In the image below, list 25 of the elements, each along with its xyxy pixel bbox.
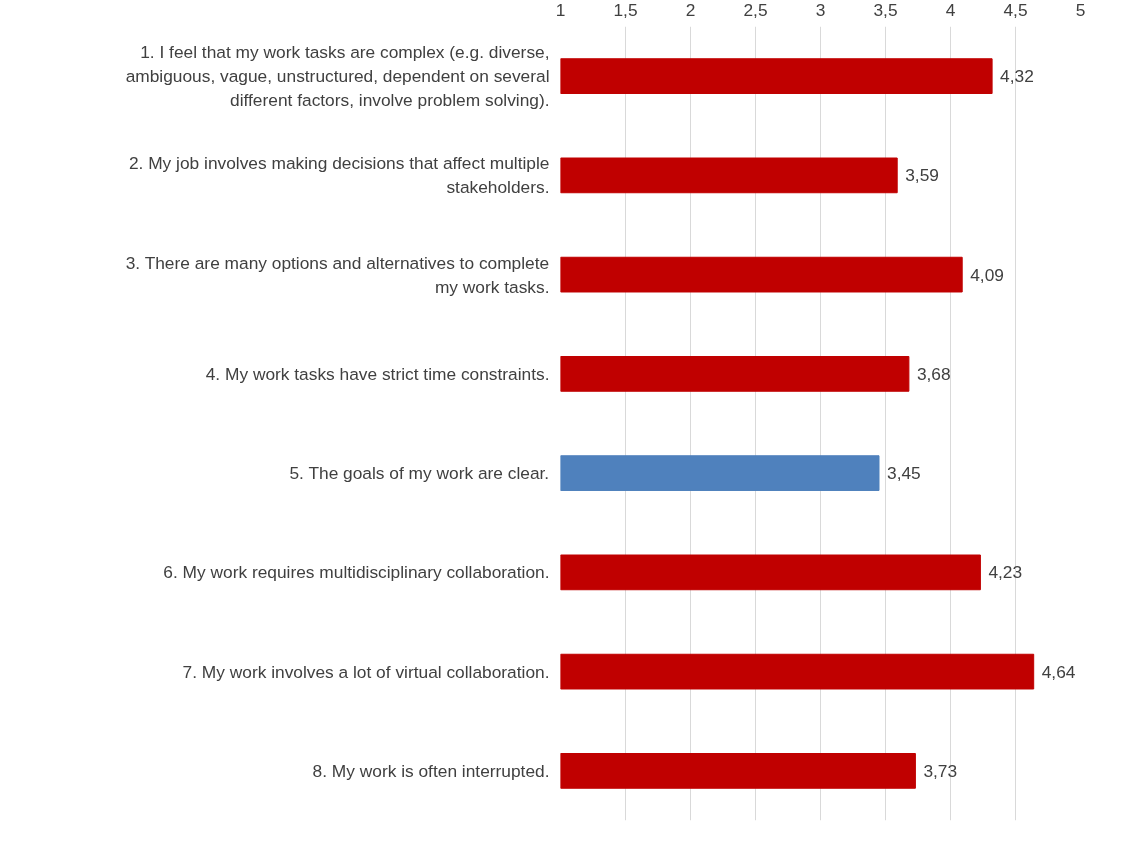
x-tick-label: 1 bbox=[555, 0, 566, 20]
data-label: 4,23 bbox=[988, 562, 1023, 583]
y-tick-label: 2. My job involves making decisions that affect multiple stakeholders. bbox=[128, 153, 550, 198]
x-tick-label: 3,5 bbox=[873, 0, 898, 20]
y-tick-label: 8. My work is often interrupted. bbox=[312, 760, 550, 781]
x-tick-label: 4,5 bbox=[1003, 0, 1028, 20]
data-label: 4,64 bbox=[1041, 661, 1076, 682]
y-tick-label: 3. There are many options and alternatives to complete my work tasks. bbox=[125, 252, 550, 297]
y-tick-label: 5. The goals of my work are clear. bbox=[289, 463, 550, 484]
data-label: 4,09 bbox=[970, 264, 1004, 285]
data-label: 3,59 bbox=[905, 165, 939, 186]
y-tick-label: 7. My work involves a lot of virtual collaboration. bbox=[182, 661, 550, 682]
x-tick-label: 5 bbox=[1075, 0, 1086, 20]
x-tick-label: 1,5 bbox=[613, 0, 638, 20]
x-tick-label: 4 bbox=[945, 0, 956, 20]
data-label: 3,73 bbox=[923, 760, 958, 781]
x-tick-label: 2,5 bbox=[743, 0, 768, 20]
x-tick-label: 2 bbox=[685, 0, 696, 20]
y-tick-label: 4. My work tasks have strict time constraints. bbox=[205, 363, 550, 384]
data-label: 3,68 bbox=[916, 363, 951, 384]
x-tick-label: 3 bbox=[815, 0, 826, 20]
data-label: 3,45 bbox=[887, 463, 921, 484]
y-tick-label: 1. I feel that my work tasks are complex (e.g. diverse, ambiguous, vague, unstructured, dependent on several different factors, involve problem solving). bbox=[125, 42, 550, 111]
data-label: 4,32 bbox=[1000, 66, 1034, 87]
y-tick-label: 6. My work requires multidisciplinary collaboration. bbox=[163, 562, 550, 583]
